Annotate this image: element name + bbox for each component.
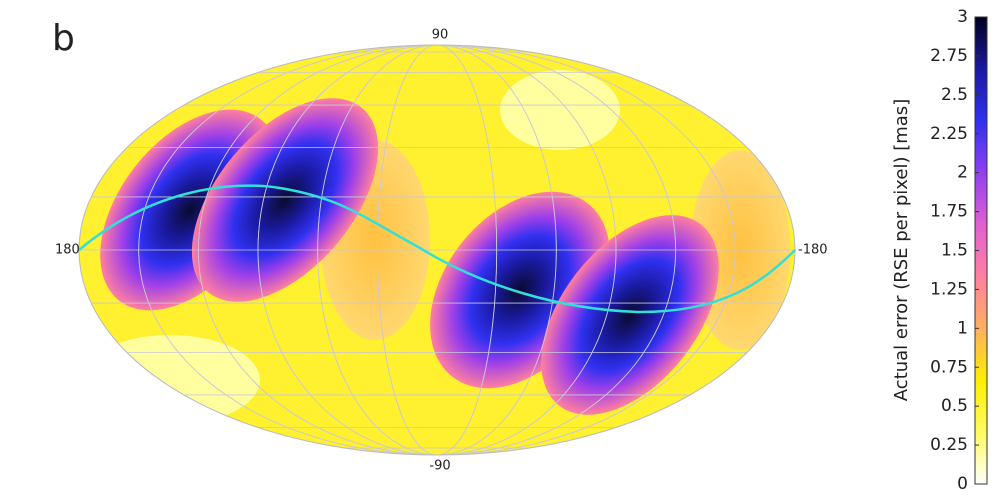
lat-label: 90 <box>432 28 449 43</box>
colorbar-tick-label: 2.75 <box>930 46 968 66</box>
colorbar-tick-label: 1.5 <box>941 241 968 261</box>
colorbar-tick-label: 2.25 <box>930 124 968 144</box>
colorbar-tick-label: 0.25 <box>930 435 968 455</box>
colorbar-tick-label: 0.5 <box>941 396 968 416</box>
colorbar-tick-label: 0 <box>957 474 968 494</box>
colorbar-tick-label: 1.25 <box>930 279 968 299</box>
colorbar-tick-label: 0.75 <box>930 357 968 377</box>
colorbar-tick-label: 1 <box>957 318 968 338</box>
colorbar-label: Actual error (RSE per pixel) [mas] <box>891 99 912 401</box>
lon-label: -180 <box>798 243 828 258</box>
sky-map <box>79 45 795 455</box>
panel-label: b <box>52 18 75 59</box>
colorbar-tick-label: 2.5 <box>941 85 968 105</box>
lon-label: 180 <box>55 243 80 258</box>
lat-label: -90 <box>429 459 450 474</box>
colorbar-tick-label: 2 <box>957 163 968 183</box>
ecliptic <box>78 184 796 314</box>
colorbar-tick-label: 3 <box>957 7 968 27</box>
colorbar-tick-label: 1.75 <box>930 202 968 222</box>
